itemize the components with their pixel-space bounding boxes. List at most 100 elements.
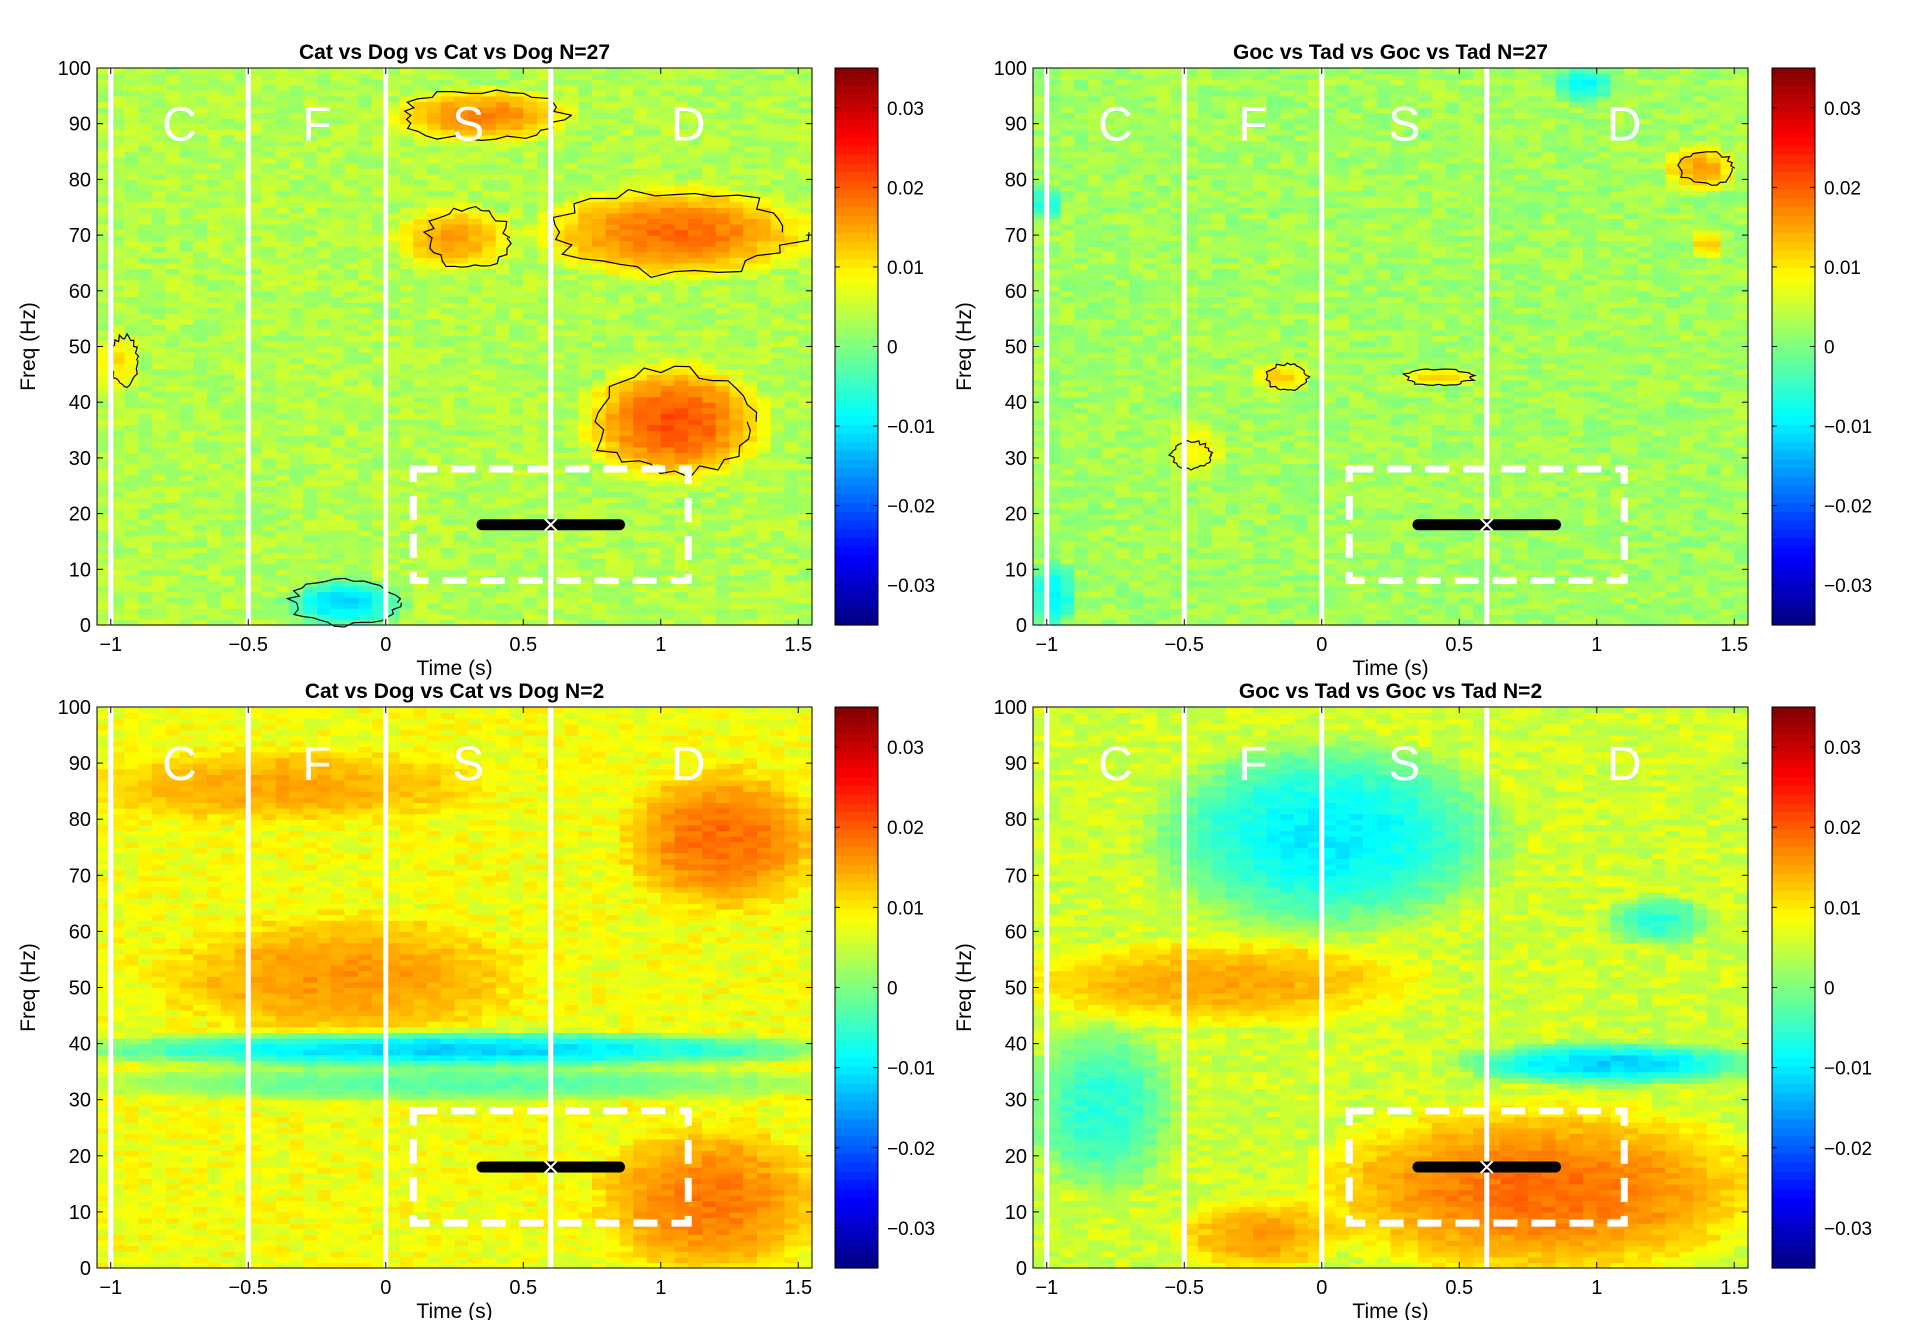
heatmap-cell [303, 502, 317, 508]
heatmap-cell [166, 597, 180, 603]
heatmap-cell [400, 280, 414, 286]
heatmap-cell [455, 408, 469, 414]
heatmap-cell [523, 263, 537, 269]
heatmap-cell [647, 608, 661, 614]
heatmap-cell [578, 335, 592, 341]
heatmap-cell [345, 569, 359, 575]
heatmap-cell [647, 553, 661, 559]
heatmap-cell [345, 547, 359, 553]
heatmap-cell [358, 413, 372, 419]
heatmap-cell [482, 514, 496, 520]
heatmap-cell [345, 491, 359, 497]
heatmap-cell [523, 541, 537, 547]
heatmap-cell [400, 68, 414, 74]
heatmap-cell [180, 475, 194, 481]
heatmap-cell [413, 285, 427, 291]
heatmap-cell [358, 463, 372, 469]
heatmap-cell [578, 419, 592, 425]
heatmap-cell [455, 564, 469, 570]
heatmap-cell [358, 341, 372, 347]
heatmap-cell [276, 113, 290, 119]
heatmap-cell [633, 330, 647, 336]
heatmap-cell [620, 363, 634, 369]
heatmap-cell [565, 185, 579, 191]
heatmap-cell [345, 369, 359, 375]
heatmap-cell [207, 135, 221, 141]
heatmap-cell [317, 263, 331, 269]
heatmap-cell [138, 469, 152, 475]
heatmap-cell [125, 168, 139, 174]
heatmap-cell [166, 363, 180, 369]
heatmap-cell [523, 185, 537, 191]
heatmap-cell [276, 246, 290, 252]
heatmap-cell [620, 213, 634, 219]
heatmap-cell [166, 536, 180, 542]
heatmap-cell [345, 335, 359, 341]
heatmap-cell [578, 101, 592, 107]
heatmap-cell [262, 530, 276, 536]
heatmap-cell [207, 413, 221, 419]
heatmap-cell [221, 291, 235, 297]
heatmap-cell [180, 564, 194, 570]
heatmap-cell [400, 385, 414, 391]
heatmap-cell [565, 380, 579, 386]
heatmap-cell [523, 68, 537, 74]
heatmap-cell [468, 352, 482, 358]
heatmap-cell [180, 452, 194, 458]
heatmap-cell [358, 168, 372, 174]
heatmap-cell [166, 519, 180, 525]
heatmap-cell [592, 68, 606, 74]
heatmap-cell [317, 586, 331, 592]
heatmap-cell [303, 191, 317, 197]
heatmap-cell [482, 452, 496, 458]
heatmap-cell [180, 397, 194, 403]
heatmap-cell [510, 308, 524, 314]
heatmap-cell [455, 447, 469, 453]
heatmap-cell [166, 569, 180, 575]
heatmap-cell [510, 96, 524, 102]
heatmap-cell [166, 246, 180, 252]
heatmap-cell [578, 246, 592, 252]
heatmap-cell [331, 107, 345, 113]
heatmap-cell [207, 363, 221, 369]
heatmap-cell [221, 230, 235, 236]
heatmap-cell [207, 491, 221, 497]
heatmap-cell [633, 291, 647, 297]
heatmap-cell [565, 402, 579, 408]
heatmap-cell [331, 196, 345, 202]
heatmap-cell [317, 79, 331, 85]
heatmap-cell [523, 424, 537, 430]
heatmap-cell [152, 497, 166, 503]
heatmap-cell [578, 491, 592, 497]
heatmap-cell [138, 525, 152, 531]
heatmap-cell [193, 285, 207, 291]
heatmap-cell [262, 564, 276, 570]
heatmap-cell [455, 179, 469, 185]
heatmap-cell [331, 285, 345, 291]
heatmap-cell [510, 230, 524, 236]
heatmap-cell [413, 218, 427, 224]
heatmap-cell [125, 140, 139, 146]
heatmap-cell [317, 252, 331, 258]
heatmap-cell [358, 608, 372, 614]
heatmap-cell [166, 452, 180, 458]
heatmap-cell [578, 235, 592, 241]
heatmap-cell [400, 263, 414, 269]
heatmap-cell [317, 257, 331, 263]
heatmap-cell [221, 430, 235, 436]
heatmap-cell [400, 179, 414, 185]
heatmap-cell [427, 374, 441, 380]
heatmap-cell [152, 369, 166, 375]
heatmap-cell [510, 174, 524, 180]
heatmap-cell [510, 558, 524, 564]
heatmap-cell [565, 547, 579, 553]
heatmap-cell [125, 413, 139, 419]
heatmap-cell [317, 308, 331, 314]
heatmap-cell [193, 608, 207, 614]
heatmap-cell [152, 608, 166, 614]
heatmap-cell [455, 525, 469, 531]
heatmap-cell [317, 280, 331, 286]
heatmap-cell [592, 319, 606, 325]
heatmap-cell [290, 436, 304, 442]
heatmap-cell [290, 252, 304, 258]
